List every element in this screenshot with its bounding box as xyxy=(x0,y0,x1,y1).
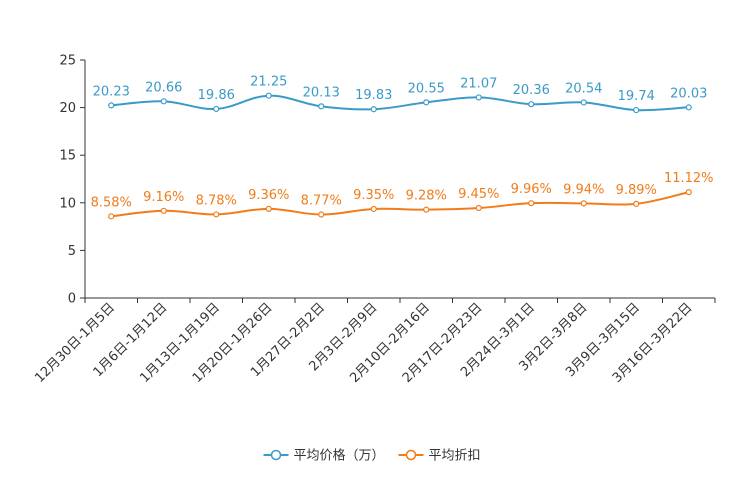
data-label: 8.78% xyxy=(196,193,237,208)
data-label: 9.28% xyxy=(406,189,447,204)
data-label: 20.13 xyxy=(303,85,340,100)
data-label: 21.07 xyxy=(460,76,497,91)
data-label: 9.45% xyxy=(458,187,499,202)
legend-marker-icon xyxy=(270,449,282,461)
data-point xyxy=(370,205,377,213)
data-label: 9.16% xyxy=(143,190,184,205)
data-label: 19.86 xyxy=(198,88,235,103)
data-point xyxy=(213,211,220,218)
data-label: 20.54 xyxy=(565,81,602,96)
data-point xyxy=(580,200,587,207)
legend-item[interactable]: 平均价格（万） xyxy=(263,448,385,464)
data-point xyxy=(685,104,692,111)
data-point xyxy=(265,92,272,99)
series-1: 20.23 20.66 19.86 21.25 20.13 19.83 20.55 21.07… xyxy=(93,75,707,114)
data-point xyxy=(633,200,640,207)
data-point xyxy=(160,207,167,214)
data-point xyxy=(423,206,430,213)
legend: 平均价格（万） 平均折扣 xyxy=(263,448,481,464)
legend-label: 平均价格（万） xyxy=(294,448,385,464)
data-point xyxy=(213,105,220,113)
y-tick-label: 15 xyxy=(59,149,76,164)
data-label: 20.36 xyxy=(513,83,550,98)
data-label: 20.66 xyxy=(145,80,182,95)
data-point xyxy=(475,94,482,101)
y-tick-label: 0 xyxy=(68,292,76,307)
data-point xyxy=(160,98,167,105)
data-point xyxy=(318,103,325,110)
series-line xyxy=(111,94,689,112)
data-label: 9.35% xyxy=(353,188,394,203)
y-tick-label: 20 xyxy=(59,101,76,116)
series-layer: 20.23 20.66 19.86 21.25 20.13 19.83 20.55 21.07… xyxy=(91,75,714,220)
y-tick-label: 10 xyxy=(59,196,76,211)
data-point xyxy=(580,99,587,106)
data-point xyxy=(685,189,692,196)
data-label: 9.89% xyxy=(616,183,657,198)
data-point xyxy=(108,102,115,109)
data-point xyxy=(528,101,535,108)
y-tick-label: 5 xyxy=(68,244,76,259)
legend-label: 平均折扣 xyxy=(429,449,481,464)
data-label: 20.23 xyxy=(93,84,130,99)
data-label: 20.55 xyxy=(408,81,445,96)
data-point xyxy=(370,106,377,113)
data-label: 20.03 xyxy=(670,86,707,101)
data-label: 19.83 xyxy=(355,88,392,103)
data-point xyxy=(423,99,430,106)
data-point xyxy=(475,204,482,212)
series-line xyxy=(111,191,689,218)
data-point xyxy=(528,200,535,207)
data-label: 9.96% xyxy=(511,182,552,197)
data-point xyxy=(318,211,325,218)
data-label: 8.77% xyxy=(301,194,342,209)
data-point xyxy=(633,106,640,114)
data-point xyxy=(265,205,272,212)
legend-marker-icon xyxy=(405,449,417,461)
data-label: 11.12% xyxy=(664,171,714,186)
data-label: 9.94% xyxy=(563,182,604,197)
data-point xyxy=(108,213,115,220)
data-label: 9.36% xyxy=(248,188,289,203)
data-label: 19.74 xyxy=(618,89,655,104)
data-label: 8.58% xyxy=(91,195,132,210)
legend-item[interactable]: 平均折扣 xyxy=(398,449,481,464)
series-2: 8.58% 9.16% 8.78% 9.36% 8.77% 9.35% 9.28% 9.45%… xyxy=(91,171,714,220)
y-tick-label: 25 xyxy=(59,54,76,69)
data-label: 21.25 xyxy=(250,75,287,90)
